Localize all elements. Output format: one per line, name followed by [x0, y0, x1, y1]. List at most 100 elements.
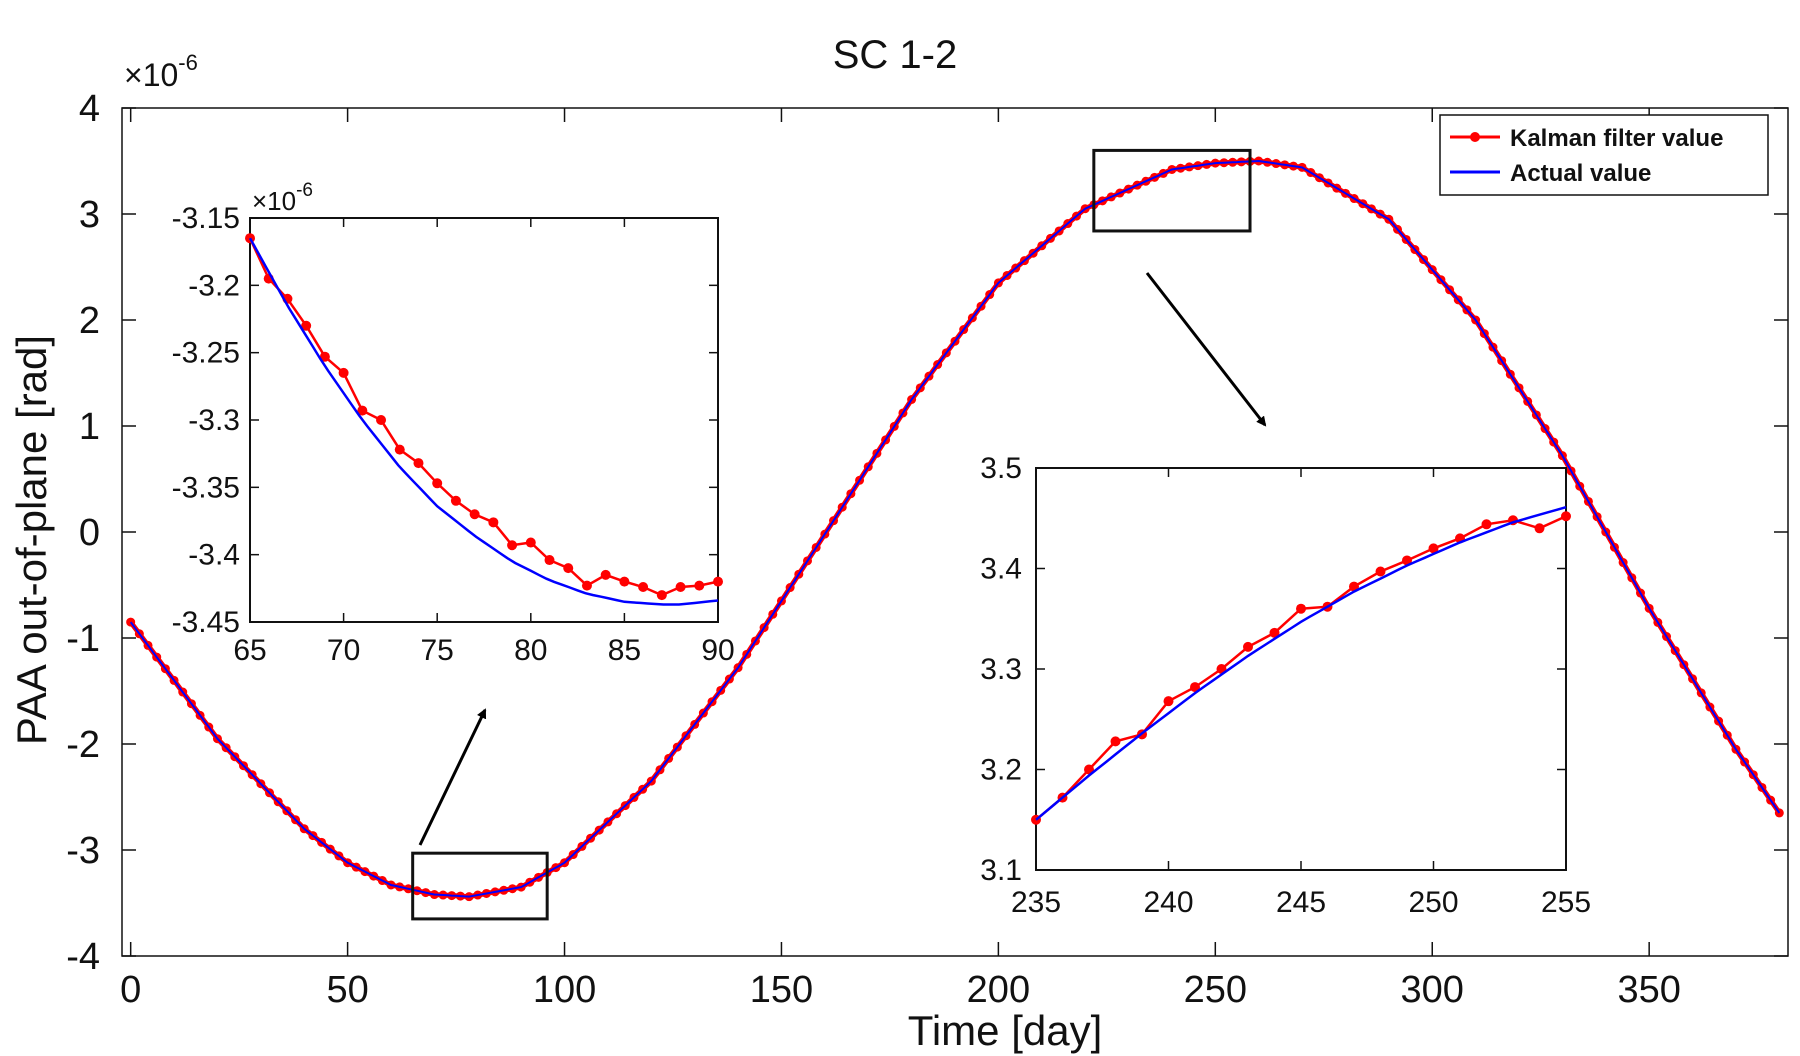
inset-right-ytick-label: 3.3	[980, 653, 1022, 686]
inset-right-ytick-label: 3.4	[980, 553, 1022, 586]
inset-right-xtick-label: 240	[1143, 886, 1193, 919]
main-xtick-label: 250	[1184, 969, 1247, 1011]
main-zoom-box-1	[411, 851, 549, 921]
inset-left-kalman-point	[694, 580, 705, 591]
inset-left-xtick-label: 85	[608, 634, 641, 667]
inset-left-kalman-point	[544, 555, 555, 566]
inset-left-ytick-label: -3.25	[172, 337, 240, 370]
inset-right-kalman-point	[1481, 519, 1492, 530]
main-ytick-label: 3	[79, 194, 100, 236]
inset-left-xtick-label: 65	[233, 634, 266, 667]
main-ytick-label: -2	[66, 724, 100, 766]
inset-left-kalman-point	[301, 320, 312, 331]
inset-left-ytick-label: -3.15	[172, 202, 240, 235]
inset-left-actual-line	[248, 237, 719, 606]
inset-left-kalman-point	[619, 576, 630, 587]
legend-kalman-label: Kalman filter value	[1510, 125, 1723, 152]
inset-right-actual-line	[1035, 505, 1567, 821]
main-xtick-label: 100	[533, 969, 596, 1011]
inset-left-kalman-point	[319, 351, 330, 362]
inset-left-exponent-label: ×10-6	[252, 180, 313, 216]
inset-left-kalman-point	[413, 458, 424, 469]
main-ytick-label: 4	[79, 88, 100, 130]
inset-left-kalman-point	[525, 537, 536, 548]
inset-left-kalman-point	[488, 517, 499, 528]
inset-right-kalman-point	[1428, 543, 1439, 554]
inset-left-ytick-label: -3.3	[188, 404, 240, 437]
inset-right-ytick-label: 3.5	[980, 452, 1022, 485]
legend: Kalman filter value Actual value	[1439, 114, 1769, 196]
y-exponent-label: ×10-6	[124, 50, 198, 93]
legend-box	[1439, 114, 1769, 196]
inset-right-kalman-point	[1243, 641, 1253, 652]
inset-left-ytick-label: -3.4	[188, 539, 240, 572]
inset-left-kalman-point	[394, 444, 405, 455]
inset-left-kalman-point	[675, 581, 686, 592]
inset-left-xtick-label: 80	[514, 634, 547, 667]
inset-left-kalman-point	[432, 478, 443, 489]
inset-left-kalman-point	[713, 576, 723, 587]
main-zoom-box-2	[1092, 148, 1252, 233]
inset-right-kalman-point	[1375, 566, 1386, 577]
inset-left-kalman-point	[357, 405, 368, 416]
inset-right-xtick-label: 245	[1276, 886, 1326, 919]
inset-left-xtick-label: 75	[421, 634, 454, 667]
exponent-base: ×10	[124, 57, 178, 93]
inset-left-kalman-point	[507, 540, 518, 551]
main-actual-line	[129, 159, 1781, 898]
main-xtick-label: 350	[1617, 969, 1680, 1011]
inset-left-kalman-point	[600, 569, 611, 580]
main-xtick-label: 0	[120, 969, 141, 1011]
main-xtick-label: 200	[967, 969, 1030, 1011]
inset-exponent-power: -6	[296, 180, 313, 201]
main-xtick-label: 150	[750, 969, 813, 1011]
inset-left-kalman-point	[656, 590, 667, 601]
zoom-arrow-left	[418, 708, 487, 846]
inset-right-kalman-point	[1402, 555, 1412, 566]
inset-left-ytick-label: -3.35	[172, 471, 240, 504]
exponent-power: -6	[178, 50, 198, 75]
inset-right-kalman-point	[1561, 511, 1571, 522]
main-ytick-label: 1	[79, 406, 100, 448]
main-ytick-label: -4	[66, 936, 100, 978]
inset-left-xtick-label: 90	[701, 634, 734, 667]
main-xtick-label: 50	[326, 969, 368, 1011]
inset-right-kalman-point	[1190, 682, 1200, 693]
inset-right-kalman-point	[1534, 523, 1545, 534]
inset-left-plot: 65 70 75 80 85 90 -3.15 -3.2 -3.25 -3.3 -3.35 -3.4 -…	[172, 202, 735, 667]
inset-right-kalman-point	[1110, 736, 1121, 747]
inset-right-xtick-label: 255	[1541, 886, 1591, 919]
legend-actual-label: Actual value	[1510, 160, 1651, 187]
inset-right-xtick-label: 250	[1408, 886, 1458, 919]
y-axis-label: PAA out-of-plane [rad]	[8, 335, 55, 745]
inset-right-kalman-point	[1163, 696, 1174, 707]
inset-right-kalman-point	[1296, 603, 1306, 614]
inset-right-plot: 235 240 245 250 255 3.5 3.4 3.3 3.2 3.1	[980, 452, 1591, 919]
main-ytick-label: 2	[79, 300, 100, 342]
inset-right-ytick-label: 3.1	[980, 854, 1022, 887]
inset-exponent-base: ×10	[252, 186, 296, 216]
inset-left-kalman-point	[581, 580, 592, 591]
main-ytick-label: -3	[66, 830, 100, 872]
inset-left-axes-frame	[249, 217, 719, 623]
zoom-arrow-right	[1145, 272, 1267, 427]
inset-left-kalman-point	[638, 581, 649, 592]
inset-left-xtick-label: 70	[327, 634, 360, 667]
inset-left-kalman-point	[450, 495, 461, 506]
inset-left-ytick-label: -3.2	[188, 269, 240, 302]
inset-left-kalman-point	[469, 509, 480, 520]
inset-right-kalman-point	[1269, 627, 1280, 638]
x-axis-label: Time [day]	[908, 1007, 1103, 1054]
main-ytick-label: 0	[79, 512, 100, 554]
main-xtick-label: 300	[1401, 969, 1464, 1011]
inset-left-kalman-point	[563, 563, 574, 574]
inset-right-ytick-label: 3.2	[980, 754, 1022, 787]
main-ytick-label: -1	[66, 618, 100, 660]
legend-kalman-marker	[1470, 132, 1480, 142]
inset-right-xtick-label: 235	[1011, 886, 1061, 919]
inset-left-kalman-point	[376, 415, 387, 425]
inset-left-ytick-label: -3.45	[172, 606, 240, 639]
inset-left-kalman-point	[338, 367, 349, 378]
chart-title: SC 1-2	[833, 33, 958, 77]
